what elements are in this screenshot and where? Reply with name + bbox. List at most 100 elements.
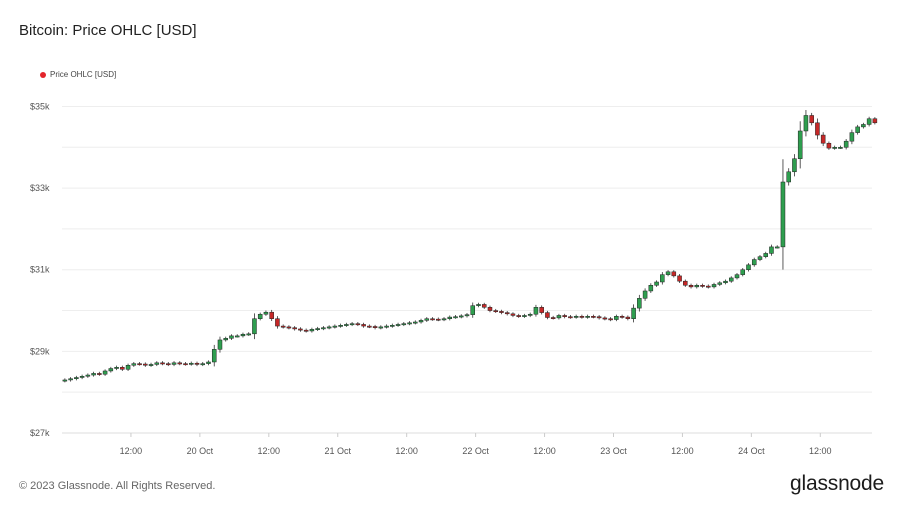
candle[interactable] bbox=[338, 323, 343, 328]
candle[interactable] bbox=[418, 318, 424, 324]
candle[interactable] bbox=[648, 283, 654, 293]
candle[interactable] bbox=[550, 315, 556, 320]
candle[interactable] bbox=[303, 328, 309, 333]
candle[interactable] bbox=[562, 313, 567, 319]
candle[interactable] bbox=[321, 326, 326, 331]
candle[interactable] bbox=[436, 317, 441, 322]
candle[interactable] bbox=[275, 316, 280, 329]
candle[interactable] bbox=[229, 334, 234, 340]
candle[interactable] bbox=[240, 332, 246, 338]
candle[interactable] bbox=[464, 313, 470, 318]
candle[interactable] bbox=[148, 362, 154, 367]
candle[interactable] bbox=[803, 110, 809, 137]
chart-legend[interactable]: Price OHLC [USD] bbox=[40, 70, 116, 79]
candle[interactable] bbox=[200, 361, 206, 367]
candle[interactable] bbox=[206, 360, 211, 366]
candle[interactable] bbox=[79, 374, 85, 380]
candle[interactable] bbox=[74, 375, 79, 381]
candle[interactable] bbox=[855, 124, 860, 135]
candle[interactable] bbox=[332, 324, 338, 329]
candle[interactable] bbox=[384, 324, 389, 329]
candle[interactable] bbox=[154, 361, 160, 367]
candle[interactable] bbox=[292, 326, 297, 331]
candle[interactable] bbox=[642, 288, 648, 301]
candle[interactable] bbox=[826, 141, 832, 150]
candle[interactable] bbox=[504, 310, 510, 316]
candle[interactable] bbox=[568, 315, 573, 319]
candle[interactable] bbox=[774, 245, 780, 249]
candle[interactable] bbox=[797, 121, 803, 169]
candle[interactable] bbox=[458, 314, 464, 319]
candle[interactable] bbox=[539, 305, 544, 315]
candle[interactable] bbox=[257, 312, 263, 321]
candle[interactable] bbox=[102, 369, 108, 376]
candle[interactable] bbox=[344, 322, 349, 327]
candle[interactable] bbox=[706, 284, 711, 289]
candle[interactable] bbox=[137, 361, 142, 366]
candle[interactable] bbox=[395, 322, 401, 327]
candle[interactable] bbox=[476, 302, 481, 308]
candle[interactable] bbox=[68, 377, 73, 382]
candle[interactable] bbox=[120, 365, 125, 371]
candle[interactable] bbox=[326, 325, 332, 330]
candle[interactable] bbox=[361, 322, 366, 328]
candle[interactable] bbox=[401, 321, 407, 327]
candle[interactable] bbox=[246, 332, 251, 336]
candle[interactable] bbox=[114, 365, 119, 371]
candle[interactable] bbox=[378, 325, 384, 330]
candle[interactable] bbox=[596, 315, 602, 320]
candle[interactable] bbox=[315, 326, 320, 331]
candle[interactable] bbox=[407, 321, 412, 326]
ohlc-chart[interactable]: $27k $29k $31k $33k $35k 12:00 20 Oct 12:00 21 … bbox=[0, 0, 904, 470]
candle[interactable] bbox=[608, 317, 613, 322]
candle[interactable] bbox=[263, 310, 269, 316]
candle[interactable] bbox=[430, 317, 435, 321]
candle[interactable] bbox=[746, 263, 751, 272]
candle[interactable] bbox=[792, 154, 797, 177]
candle[interactable] bbox=[832, 145, 837, 150]
candle[interactable] bbox=[160, 361, 165, 366]
candle[interactable] bbox=[861, 122, 866, 129]
candle[interactable] bbox=[286, 325, 292, 330]
candle[interactable] bbox=[740, 268, 746, 277]
candle[interactable] bbox=[487, 305, 493, 313]
candle[interactable] bbox=[786, 168, 791, 186]
candle[interactable] bbox=[108, 366, 114, 373]
candle[interactable] bbox=[62, 378, 68, 383]
candle[interactable] bbox=[91, 371, 96, 377]
candle[interactable] bbox=[815, 118, 820, 140]
candle[interactable] bbox=[499, 309, 504, 315]
candle[interactable] bbox=[453, 315, 458, 319]
candle[interactable] bbox=[585, 314, 590, 319]
candle[interactable] bbox=[728, 276, 734, 283]
candle[interactable] bbox=[166, 361, 171, 367]
candle[interactable] bbox=[700, 283, 705, 288]
candle[interactable] bbox=[751, 257, 757, 267]
candle[interactable] bbox=[820, 132, 826, 147]
candle[interactable] bbox=[694, 283, 700, 289]
candle[interactable] bbox=[447, 315, 453, 321]
candle[interactable] bbox=[717, 281, 723, 287]
candle[interactable] bbox=[573, 314, 579, 319]
candle[interactable] bbox=[510, 312, 516, 318]
candle[interactable] bbox=[470, 302, 476, 318]
candle[interactable] bbox=[97, 371, 102, 376]
candle[interactable] bbox=[654, 280, 659, 287]
candle[interactable] bbox=[665, 270, 671, 277]
candle[interactable] bbox=[637, 294, 642, 312]
candle[interactable] bbox=[367, 324, 372, 329]
candle[interactable] bbox=[441, 317, 447, 322]
candle[interactable] bbox=[131, 361, 137, 367]
candle[interactable] bbox=[631, 304, 636, 323]
candle[interactable] bbox=[85, 373, 91, 378]
candle[interactable] bbox=[533, 304, 539, 317]
candle[interactable] bbox=[234, 334, 240, 338]
candle[interactable] bbox=[211, 344, 217, 367]
candle[interactable] bbox=[390, 323, 395, 328]
candle[interactable] bbox=[527, 312, 533, 318]
candle[interactable] bbox=[866, 116, 872, 127]
candle[interactable] bbox=[556, 313, 562, 320]
candle[interactable] bbox=[355, 321, 361, 327]
candle[interactable] bbox=[671, 270, 677, 278]
candle[interactable] bbox=[269, 309, 274, 322]
